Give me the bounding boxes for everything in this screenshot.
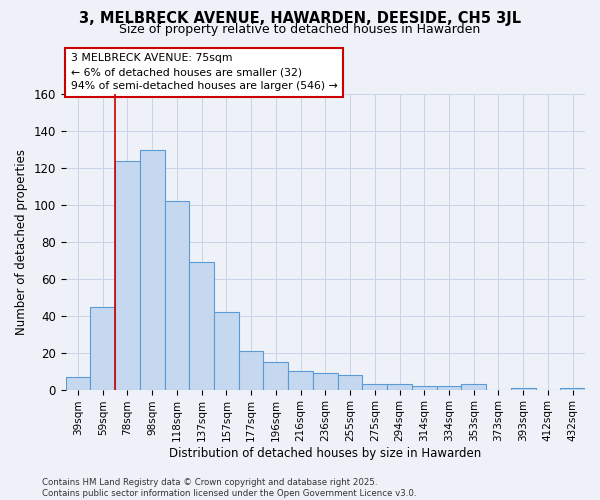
Text: Size of property relative to detached houses in Hawarden: Size of property relative to detached ho… (119, 23, 481, 36)
Bar (65, 376, 91, 390)
Bar (412, 386, 437, 390)
Bar (140, 150, 164, 390)
Y-axis label: Number of detached properties: Number of detached properties (15, 149, 28, 335)
Text: 3, MELBRECK AVENUE, HAWARDEN, DEESIDE, CH5 3JL: 3, MELBRECK AVENUE, HAWARDEN, DEESIDE, C… (79, 11, 521, 26)
Bar (313, 373, 338, 390)
Bar (461, 384, 486, 390)
X-axis label: Distribution of detached houses by size in Hawarden: Distribution of detached houses by size … (169, 447, 481, 460)
Bar (387, 384, 412, 390)
Bar (263, 362, 288, 390)
Bar (239, 351, 263, 390)
Bar (190, 262, 214, 390)
Bar (511, 388, 536, 390)
Text: Contains HM Land Registry data © Crown copyright and database right 2025.
Contai: Contains HM Land Registry data © Crown c… (42, 478, 416, 498)
Bar (362, 384, 387, 390)
Text: 3 MELBRECK AVENUE: 75sqm
← 6% of detached houses are smaller (32)
94% of semi-de: 3 MELBRECK AVENUE: 75sqm ← 6% of detache… (71, 54, 338, 92)
Bar (214, 312, 239, 390)
Bar (288, 371, 313, 390)
Bar (437, 386, 461, 390)
Bar (338, 375, 362, 390)
Bar (164, 202, 190, 390)
Bar (560, 388, 585, 390)
Bar (91, 306, 115, 390)
Bar (115, 161, 140, 390)
